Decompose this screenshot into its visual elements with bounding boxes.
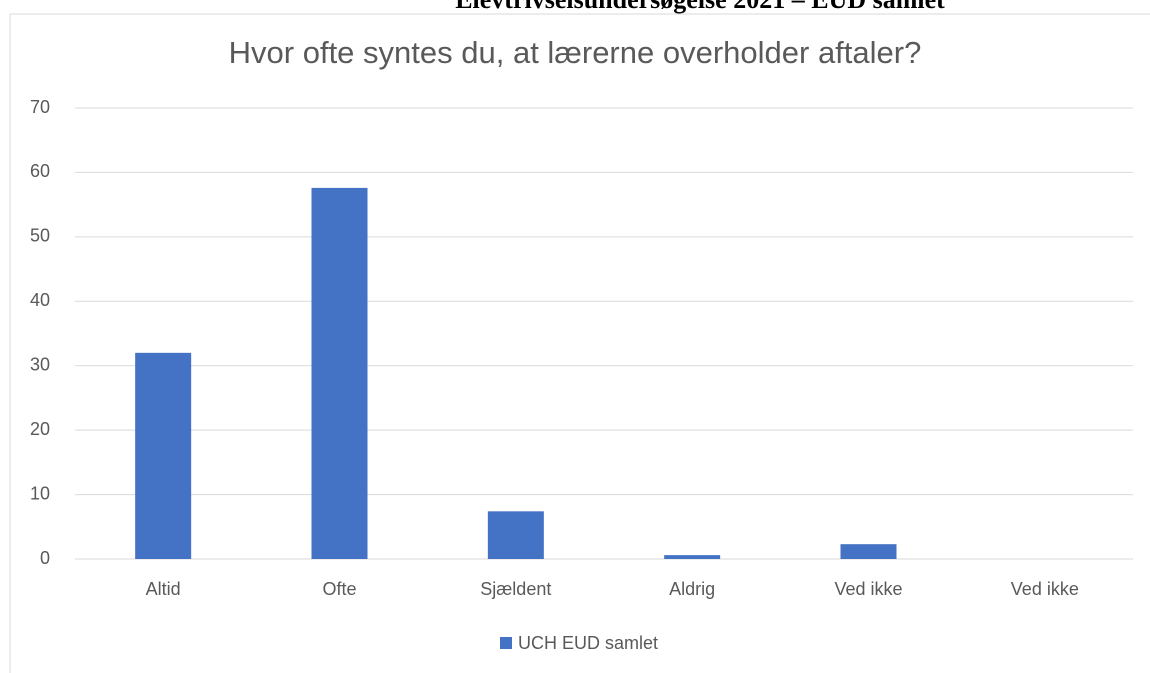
x-tick-label: Sjældent — [480, 579, 551, 599]
y-tick-label: 40 — [30, 290, 50, 310]
y-tick-label: 70 — [30, 97, 50, 117]
x-tick-label: Ved ikke — [1011, 579, 1079, 599]
y-tick-label: 0 — [40, 548, 50, 568]
page-header: Elevtrivselsundersøgelse 2021 – EUD saml… — [455, 0, 945, 14]
y-tick-label: 10 — [30, 483, 50, 503]
x-tick-label: Aldrig — [669, 579, 715, 599]
x-tick-label: Altid — [146, 579, 181, 599]
y-tick-label: 60 — [30, 161, 50, 181]
bar — [135, 352, 192, 559]
y-tick-label: 30 — [30, 354, 50, 374]
x-tick-label: Ved ikke — [834, 579, 902, 599]
chart-title: Hvor ofte syntes du, at lærerne overhold… — [229, 35, 922, 70]
legend-swatch — [500, 637, 512, 649]
y-tick-label: 50 — [30, 226, 50, 246]
bar — [487, 511, 544, 559]
bar — [311, 187, 368, 560]
y-tick-label: 20 — [30, 419, 50, 439]
legend-label: UCH EUD samlet — [518, 633, 658, 653]
bar — [664, 555, 721, 559]
bar — [840, 544, 897, 559]
x-tick-label: Ofte — [322, 579, 356, 599]
